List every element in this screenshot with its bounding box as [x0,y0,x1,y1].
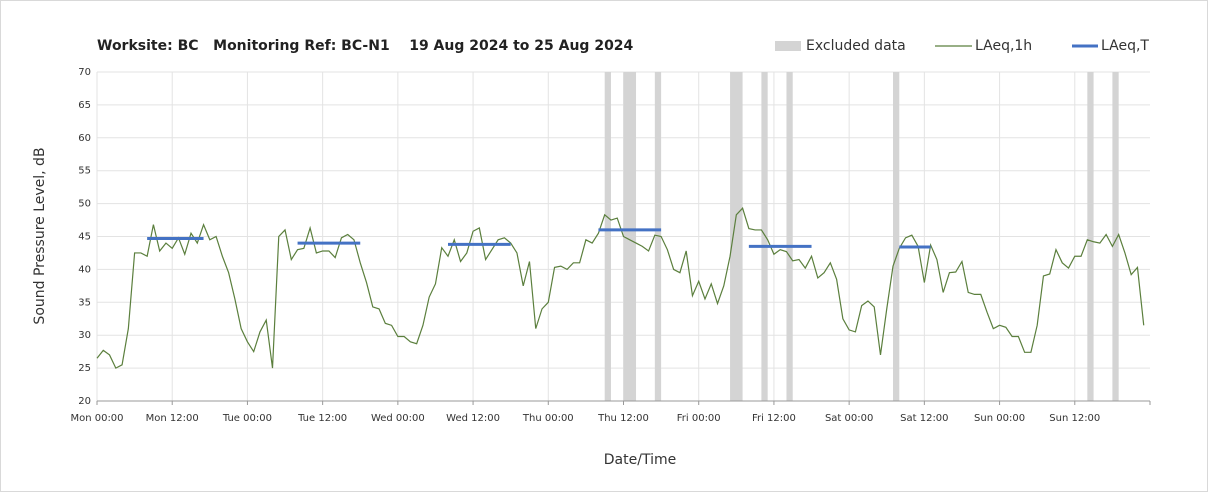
chart-title: Worksite: BC Monitoring Ref: BC-N1 19 Au… [97,38,634,54]
legend-text: LAeq,1h [975,38,1032,54]
x-tick-label: Thu 00:00 [522,413,574,424]
y-tick-label: 55 [78,166,91,177]
legend-text: Excluded data [806,38,906,54]
x-tick-label: Sat 00:00 [825,413,873,424]
x-tick-label: Tue 00:00 [222,413,272,424]
excluded-band [623,72,637,401]
excluded-band [654,72,662,401]
x-tick-label: Mon 00:00 [70,413,123,424]
y-tick-label: 30 [78,330,91,341]
excluded-band [604,72,611,401]
excluded-band [761,72,768,401]
data-line [96,207,1145,369]
x-axis-label: Date/Time [604,452,676,468]
x-tick-label: Wed 00:00 [371,413,425,424]
y-tick-label: 45 [78,232,91,243]
excluded-band [730,72,743,401]
legend-swatch [775,41,801,51]
x-tick-label: Wed 12:00 [446,413,500,424]
legend-text: LAeq,T [1101,38,1149,54]
y-tick-label: 35 [78,297,91,308]
x-tick-label: Thu 12:00 [597,413,649,424]
y-tick-label: 40 [78,264,91,275]
x-tick-label: Sun 12:00 [1049,413,1100,424]
excluded-band [1112,72,1119,401]
y-tick-label: 20 [78,396,91,407]
excluded-band [1087,72,1094,401]
y-axis-label: Sound Pressure Level, dB [32,147,48,324]
y-tick-label: 70 [78,67,91,78]
x-tick-label: Fri 12:00 [752,413,796,424]
x-tick-label: Sun 00:00 [974,413,1025,424]
y-tick-label: 65 [78,100,91,111]
excluded-band [893,72,900,401]
x-tick-label: Tue 12:00 [297,413,347,424]
x-tick-label: Sat 12:00 [900,413,948,424]
x-tick-label: Mon 12:00 [146,413,199,424]
excluded-band [786,72,793,401]
x-tick-label: Fri 00:00 [677,413,721,424]
y-tick-label: 25 [78,363,91,374]
y-tick-label: 50 [78,199,91,210]
y-tick-label: 60 [78,133,91,144]
